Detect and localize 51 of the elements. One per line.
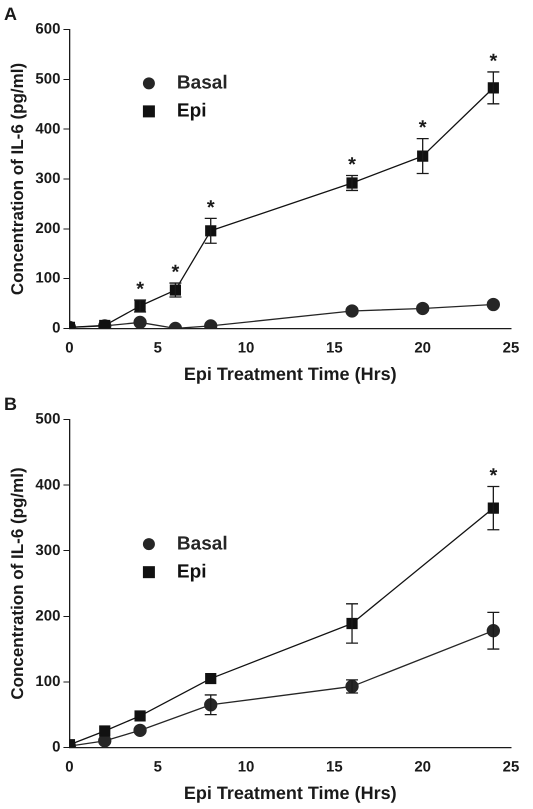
legend-label: Epi	[176, 100, 206, 122]
y-tick-label: 600	[35, 20, 60, 38]
x-tick-label: 5	[154, 340, 162, 357]
x-tick-label: 10	[238, 758, 254, 776]
annotation: *	[348, 154, 356, 176]
point	[486, 298, 500, 312]
chart-title: B	[4, 394, 17, 414]
y-axis-title: Concentration of IL-6 (pg/ml)	[8, 467, 27, 700]
annotation: *	[418, 117, 427, 140]
y-tick-label: 500	[35, 410, 60, 428]
point	[133, 724, 147, 738]
point	[205, 225, 216, 236]
legend-label: Basal	[176, 533, 228, 554]
legend-label: Epi	[176, 561, 206, 582]
x-tick-label: 0	[65, 758, 74, 776]
y-tick-label: 200	[35, 607, 60, 624]
annotation: *	[136, 278, 144, 301]
x-tick-label: 25	[502, 758, 520, 776]
legend-label: Basal	[176, 72, 228, 94]
y-tick-label: 0	[52, 320, 60, 337]
annotation: *	[206, 196, 215, 219]
x-tick-label: 20	[414, 340, 432, 357]
point	[133, 316, 147, 328]
y-tick-label: 300	[35, 542, 60, 559]
x-tick-label: 15	[326, 758, 343, 776]
annotation: *	[489, 464, 498, 487]
x-tick-label: 5	[154, 758, 162, 776]
y-axis-title: Concentration of IL-6 (pg/ml)	[8, 62, 27, 296]
y-tick-label: 100	[35, 270, 60, 287]
x-tick-label: 15	[326, 340, 343, 357]
y-tick-label: 500	[35, 70, 60, 88]
point	[416, 302, 430, 316]
x-tick-label: 10	[238, 340, 254, 357]
y-tick-label: 100	[35, 672, 60, 690]
y-tick-label: 200	[35, 220, 60, 237]
point	[134, 710, 146, 722]
point	[345, 304, 359, 318]
y-tick-label: 400	[35, 120, 60, 138]
chart-title: A	[4, 4, 17, 24]
y-tick-label: 300	[35, 170, 60, 188]
annotation: *	[489, 50, 498, 72]
annotation: *	[172, 262, 180, 284]
x-tick-label: 25	[502, 340, 520, 357]
x-axis-title: Epi Treatment Time (Hrs)	[184, 364, 397, 384]
point	[99, 725, 110, 737]
x-tick-label: 20	[414, 758, 432, 776]
y-tick-label: 400	[35, 476, 60, 494]
x-tick-label: 0	[65, 340, 74, 357]
y-tick-label: 0	[52, 738, 60, 756]
point	[205, 672, 216, 684]
x-axis-title: Epi Treatment Time (Hrs)	[184, 783, 397, 804]
